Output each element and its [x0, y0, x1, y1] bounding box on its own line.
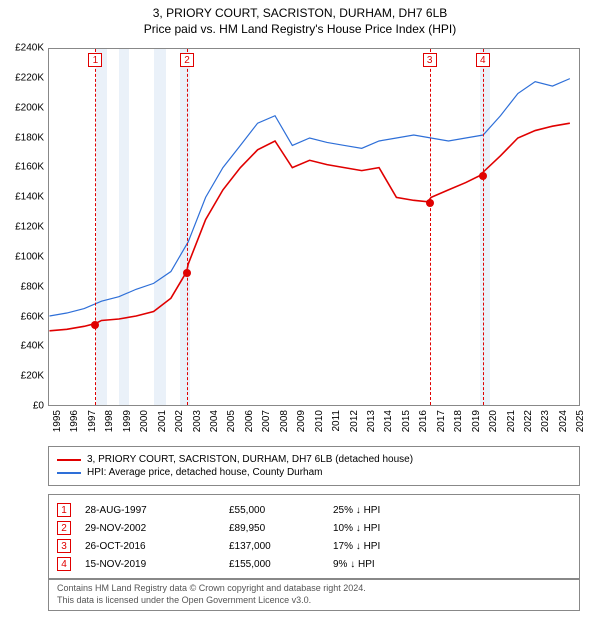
event-note: 25% ↓ HPI: [333, 505, 571, 516]
x-tick-label: 2020: [488, 410, 499, 432]
event-number-badge: 1: [57, 503, 71, 517]
legend-label: 3, PRIORY COURT, SACRISTON, DURHAM, DH7 …: [87, 454, 413, 465]
event-note: 9% ↓ HPI: [333, 559, 571, 570]
event-data-point: [91, 321, 99, 329]
x-tick-label: 2004: [209, 410, 220, 432]
event-row: 3 26-OCT-2016 £137,000 17% ↓ HPI: [57, 537, 571, 555]
x-tick-label: 2018: [453, 410, 464, 432]
event-date: 15-NOV-2019: [85, 559, 215, 570]
event-note: 10% ↓ HPI: [333, 523, 571, 534]
chart-container: 3, PRIORY COURT, SACRISTON, DURHAM, DH7 …: [0, 0, 600, 620]
event-line: [483, 49, 484, 405]
x-tick-label: 2010: [314, 410, 325, 432]
x-tick-label: 1998: [104, 410, 115, 432]
x-tick-label: 2014: [383, 410, 394, 432]
legend-label: HPI: Average price, detached house, Coun…: [87, 467, 323, 478]
legend-swatch: [57, 459, 81, 461]
event-price: £55,000: [229, 505, 319, 516]
event-data-point: [479, 172, 487, 180]
x-tick-label: 2001: [157, 410, 168, 432]
event-number-badge: 4: [57, 557, 71, 571]
y-tick-label: £40K: [4, 341, 44, 352]
x-tick-label: 2000: [139, 410, 150, 432]
chart-plot-area: 1 2 3 4: [48, 48, 580, 406]
y-tick-label: £200K: [4, 102, 44, 113]
attribution-line-1: Contains HM Land Registry data © Crown c…: [57, 583, 571, 595]
y-tick-label: £100K: [4, 251, 44, 262]
y-tick-label: £0: [4, 401, 44, 412]
event-row: 4 15-NOV-2019 £155,000 9% ↓ HPI: [57, 555, 571, 573]
x-tick-label: 2021: [506, 410, 517, 432]
y-tick-label: £180K: [4, 132, 44, 143]
chart-title: 3, PRIORY COURT, SACRISTON, DURHAM, DH7 …: [0, 0, 600, 20]
legend-row: HPI: Average price, detached house, Coun…: [57, 466, 571, 479]
x-tick-label: 2009: [296, 410, 307, 432]
y-tick-label: £80K: [4, 281, 44, 292]
legend-swatch: [57, 472, 81, 474]
event-number-badge: 3: [57, 539, 71, 553]
x-tick-label: 2016: [418, 410, 429, 432]
attribution-line-2: This data is licensed under the Open Gov…: [57, 595, 571, 607]
x-tick-label: 2022: [523, 410, 534, 432]
x-tick-label: 2015: [401, 410, 412, 432]
event-marker: 2: [180, 53, 194, 67]
event-line: [430, 49, 431, 405]
x-tick-label: 2005: [226, 410, 237, 432]
event-marker: 1: [88, 53, 102, 67]
x-tick-label: 2003: [192, 410, 203, 432]
event-row: 1 28-AUG-1997 £55,000 25% ↓ HPI: [57, 501, 571, 519]
x-tick-label: 2019: [471, 410, 482, 432]
event-data-point: [183, 269, 191, 277]
event-marker: 4: [476, 53, 490, 67]
event-price: £137,000: [229, 541, 319, 552]
x-tick-label: 1996: [69, 410, 80, 432]
event-row: 2 29-NOV-2002 £89,950 10% ↓ HPI: [57, 519, 571, 537]
x-tick-label: 2008: [279, 410, 290, 432]
event-number-badge: 2: [57, 521, 71, 535]
x-tick-label: 2012: [349, 410, 360, 432]
x-tick-label: 2024: [558, 410, 569, 432]
event-line: [187, 49, 188, 405]
x-tick-label: 1997: [87, 410, 98, 432]
series-property: [49, 123, 569, 331]
y-tick-label: £140K: [4, 192, 44, 203]
x-tick-label: 2011: [331, 410, 342, 432]
event-date: 26-OCT-2016: [85, 541, 215, 552]
x-tick-label: 2025: [575, 410, 586, 432]
chart-lines-svg: [49, 49, 579, 405]
y-tick-label: £240K: [4, 43, 44, 54]
x-tick-label: 2007: [261, 410, 272, 432]
chart-subtitle: Price paid vs. HM Land Registry's House …: [0, 20, 600, 36]
event-note: 17% ↓ HPI: [333, 541, 571, 552]
series-hpi: [49, 79, 569, 316]
y-tick-label: £220K: [4, 72, 44, 83]
x-tick-label: 2006: [244, 410, 255, 432]
event-date: 29-NOV-2002: [85, 523, 215, 534]
x-tick-label: 2013: [366, 410, 377, 432]
x-tick-label: 2002: [174, 410, 185, 432]
event-date: 28-AUG-1997: [85, 505, 215, 516]
event-price: £155,000: [229, 559, 319, 570]
x-tick-label: 2017: [436, 410, 447, 432]
event-line: [95, 49, 96, 405]
events-table: 1 28-AUG-1997 £55,000 25% ↓ HPI 2 29-NOV-2002…: [48, 494, 580, 580]
event-price: £89,950: [229, 523, 319, 534]
x-tick-label: 1995: [52, 410, 63, 432]
x-tick-label: 2023: [540, 410, 551, 432]
event-marker: 3: [423, 53, 437, 67]
y-tick-label: £160K: [4, 162, 44, 173]
y-tick-label: £20K: [4, 371, 44, 382]
legend-box: 3, PRIORY COURT, SACRISTON, DURHAM, DH7 …: [48, 446, 580, 486]
y-tick-label: £60K: [4, 311, 44, 322]
legend-row: 3, PRIORY COURT, SACRISTON, DURHAM, DH7 …: [57, 453, 571, 466]
x-tick-label: 1999: [122, 410, 133, 432]
y-tick-label: £120K: [4, 222, 44, 233]
attribution-box: Contains HM Land Registry data © Crown c…: [48, 578, 580, 611]
event-data-point: [426, 199, 434, 207]
